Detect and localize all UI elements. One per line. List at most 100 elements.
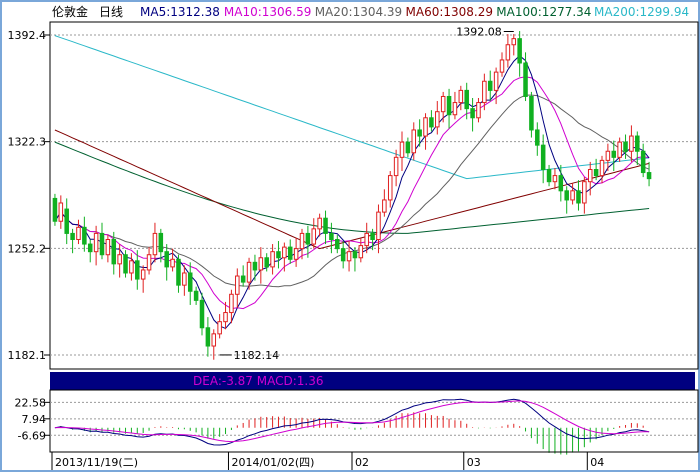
candle-down — [264, 257, 269, 268]
candle-down — [335, 239, 340, 250]
candle-down — [287, 246, 293, 260]
candle-up — [452, 102, 458, 116]
ma5-line — [54, 55, 650, 330]
candle-up — [117, 254, 122, 265]
ma-legend-item: MA5:1312.38 — [140, 5, 220, 19]
low-annotation: 1182.14 — [234, 349, 280, 362]
y-tick-label: 1182.1 — [8, 349, 47, 362]
candle-down — [111, 239, 117, 265]
candle-down — [546, 169, 552, 183]
candle-down — [193, 290, 199, 301]
candle-down — [576, 190, 581, 204]
candle-up — [258, 257, 264, 271]
candle-down — [464, 89, 469, 110]
candle-up — [587, 169, 593, 183]
candle-up — [364, 232, 369, 247]
candle-down — [417, 129, 422, 137]
macd-y-ticks: 22.58 7.94 -6.69 — [15, 396, 50, 442]
candle-up — [505, 44, 511, 61]
candle-down — [323, 217, 328, 234]
candle-up — [282, 246, 287, 259]
candle-down — [405, 141, 411, 154]
candle-down — [523, 62, 528, 97]
macd-tick-label: 7.94 — [22, 413, 47, 426]
candle-up — [493, 71, 499, 91]
candle-up — [435, 111, 440, 128]
y-tick-label: 1322.3 — [8, 136, 47, 149]
candle-up — [382, 199, 387, 213]
candle-down — [470, 108, 475, 119]
candle-down — [99, 232, 105, 256]
candle-down — [611, 150, 617, 158]
candle-up — [58, 202, 64, 222]
candle-down — [205, 327, 211, 347]
candle-down — [82, 226, 87, 245]
candle-up — [599, 159, 605, 177]
ma10-line — [54, 76, 650, 310]
candle-up — [399, 141, 405, 158]
candle-down — [240, 275, 246, 283]
candle-up — [93, 232, 99, 253]
candle-up — [511, 38, 517, 46]
macd-label: DEA:-3.87 MACD:1.36 — [193, 374, 323, 388]
candle-down — [52, 197, 58, 222]
candle-up — [293, 248, 299, 260]
candle-up — [299, 232, 305, 250]
candle-up — [376, 211, 381, 241]
y-tick-label: 1392.4 — [8, 29, 47, 42]
candle-down — [487, 80, 493, 91]
candle-down — [187, 272, 193, 292]
ma-legend-item: MA200:1299.94 — [594, 5, 689, 19]
high-annotation: 1392.08 — [456, 25, 502, 38]
date-tick-label: 02 — [355, 456, 369, 469]
candle-down — [593, 169, 599, 177]
macd-lines — [54, 398, 650, 446]
main-gridlines — [50, 34, 698, 356]
date-tick-label: 2013/11/19(二) — [55, 456, 138, 469]
ma-legend-item: MA100:1277.34 — [496, 5, 591, 19]
candle-up — [499, 59, 505, 73]
candle-up — [270, 251, 275, 268]
candle-down — [517, 38, 522, 64]
ma-legend: MA5:1312.38 MA10:1306.59 MA20:1304.39 MA60:… — [140, 5, 689, 19]
candle-down — [446, 95, 452, 116]
candle-up — [76, 226, 81, 241]
candle-up — [235, 275, 240, 295]
ma-legend-item: MA60:1308.29 — [406, 5, 494, 19]
candle-down — [199, 299, 205, 329]
candle-down — [158, 232, 164, 253]
candle-up — [617, 141, 622, 158]
candle-up — [387, 175, 393, 201]
candle-up — [217, 321, 222, 335]
candle-up — [129, 260, 134, 274]
date-tick-label: 04 — [590, 456, 604, 469]
candle-down — [535, 129, 540, 146]
main-plot-border — [49, 21, 699, 370]
macd-panel: DEA:-3.87 MACD:1.36 22.58 7.94 -6.69 — [15, 372, 699, 455]
candle-up — [582, 181, 587, 204]
candle-down — [135, 260, 140, 280]
candle-up — [605, 150, 611, 161]
period-label: 日线 — [99, 5, 123, 19]
candle-down — [329, 232, 334, 241]
candle-up — [423, 117, 428, 137]
candle-down — [370, 232, 375, 241]
candle-down — [429, 117, 434, 128]
y-tick-label: 1252.2 — [8, 242, 47, 255]
price-annotations: 1392.08 1182.14 — [219, 25, 514, 362]
candle-down — [564, 190, 569, 201]
candle-up — [552, 175, 558, 183]
candle-up — [317, 217, 322, 230]
macd-tick-label: -6.69 — [18, 429, 46, 442]
candles — [52, 31, 652, 360]
candle-down — [276, 251, 281, 259]
macd-plot-border — [49, 389, 699, 453]
candle-up — [346, 251, 352, 262]
candlestick-panel: 1392.4 1322.3 1252.2 1182.1 1392.08 1182.14 — [8, 21, 699, 370]
candle-up — [358, 245, 364, 259]
candle-down — [540, 144, 546, 171]
candle-up — [140, 269, 146, 280]
candle-down — [352, 251, 358, 259]
